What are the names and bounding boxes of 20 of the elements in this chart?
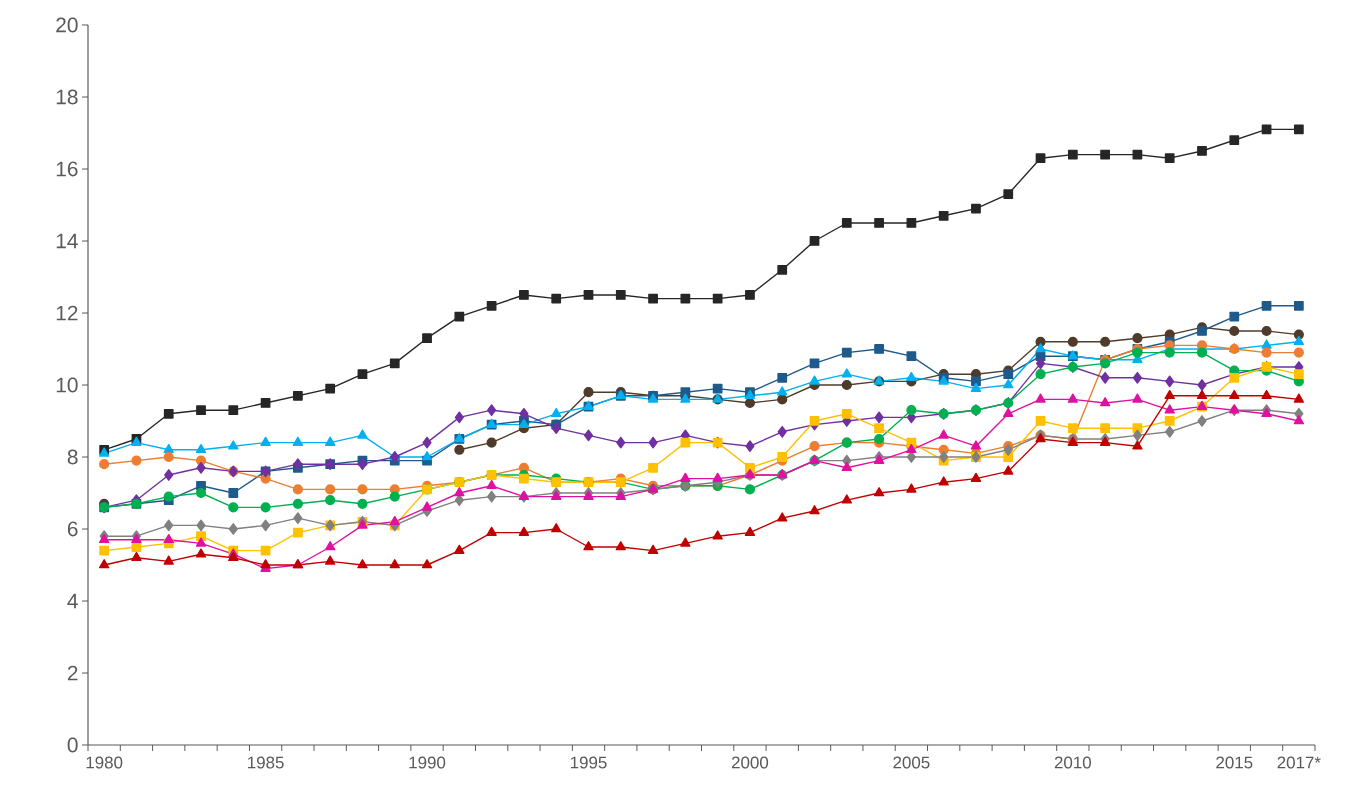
x-tick-label: 2015 xyxy=(1216,756,1253,769)
y-tick-label: 6 xyxy=(67,521,78,537)
y-tick-label: 14 xyxy=(56,233,78,249)
y-tick-label: 10 xyxy=(56,377,78,393)
y-tick-label: 2 xyxy=(67,665,78,681)
x-tick-label: 2017* xyxy=(1277,756,1321,769)
y-tick-label: 18 xyxy=(56,89,78,105)
y-tick-label: 20 xyxy=(56,17,78,33)
x-tick-label: 1990 xyxy=(409,756,446,769)
x-tick-label: 2000 xyxy=(731,756,769,769)
x-tick-label: 1980 xyxy=(86,756,123,769)
y-tick-label: 0 xyxy=(67,737,78,753)
x-tick-label: 1995 xyxy=(570,756,607,769)
x-tick-label: 1985 xyxy=(248,756,284,769)
x-tick-label: 2010 xyxy=(1054,756,1092,769)
y-tick-label: 4 xyxy=(67,593,78,609)
y-tick-label: 8 xyxy=(67,449,78,465)
y-tick-label: 12 xyxy=(56,305,78,321)
x-tick-label: 2005 xyxy=(893,756,930,769)
y-tick-label: 16 xyxy=(56,161,78,177)
